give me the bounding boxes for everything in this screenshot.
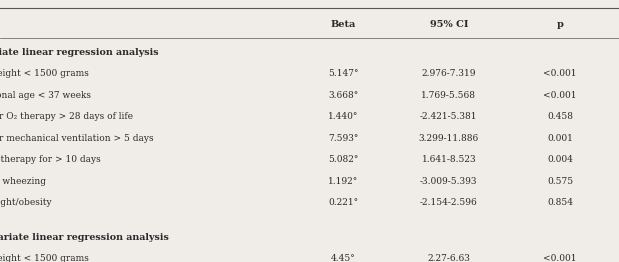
Text: Current wheezing: Current wheezing [0,177,46,186]
Text: <0.001: <0.001 [543,254,577,262]
Text: 3.299-11.886: 3.299-11.886 [418,134,479,143]
Text: -2.154-2.596: -2.154-2.596 [420,198,478,207]
Text: p: p [556,20,564,29]
Text: Multivariate linear regression analysis: Multivariate linear regression analysis [0,233,169,242]
Text: 2.27-6.63: 2.27-6.63 [427,254,470,262]
Text: 2.976-7.319: 2.976-7.319 [422,69,476,78]
Text: Birth weight < 1500 grams: Birth weight < 1500 grams [0,254,89,262]
Text: 1.440°: 1.440° [328,112,359,121]
Text: -3.009-5.393: -3.009-5.393 [420,177,477,186]
Text: -2.421-5.381: -2.421-5.381 [420,112,477,121]
Text: 0.001: 0.001 [547,134,573,143]
Text: 0.004: 0.004 [547,155,573,164]
Text: 7.593°: 7.593° [328,134,359,143]
Text: 0.221°: 0.221° [329,198,358,207]
Text: 5.082°: 5.082° [328,155,359,164]
Text: 0.458: 0.458 [547,112,573,121]
Text: Univariate linear regression analysis: Univariate linear regression analysis [0,48,158,57]
Text: <0.001: <0.001 [543,69,577,78]
Text: Need for O₂ therapy > 28 days of life: Need for O₂ therapy > 28 days of life [0,112,133,121]
Text: 1.769-5.568: 1.769-5.568 [422,91,476,100]
Text: Overweight/obesity: Overweight/obesity [0,198,53,207]
Text: Oxygen therapy for > 10 days: Oxygen therapy for > 10 days [0,155,101,164]
Text: <0.001: <0.001 [543,91,577,100]
Text: 5.147°: 5.147° [328,69,359,78]
Text: 1.641-8.523: 1.641-8.523 [422,155,476,164]
Text: 0.854: 0.854 [547,198,573,207]
Text: Beta: Beta [331,20,356,29]
Text: Birth weight < 1500 grams: Birth weight < 1500 grams [0,69,89,78]
Text: 0.575: 0.575 [547,177,573,186]
Text: Need for mechanical ventilation > 5 days: Need for mechanical ventilation > 5 days [0,134,154,143]
Text: 3.668°: 3.668° [329,91,358,100]
Text: 1.192°: 1.192° [329,177,358,186]
Text: Gestational age < 37 weeks: Gestational age < 37 weeks [0,91,91,100]
Text: 95% CI: 95% CI [430,20,468,29]
Text: 4.45°: 4.45° [331,254,356,262]
